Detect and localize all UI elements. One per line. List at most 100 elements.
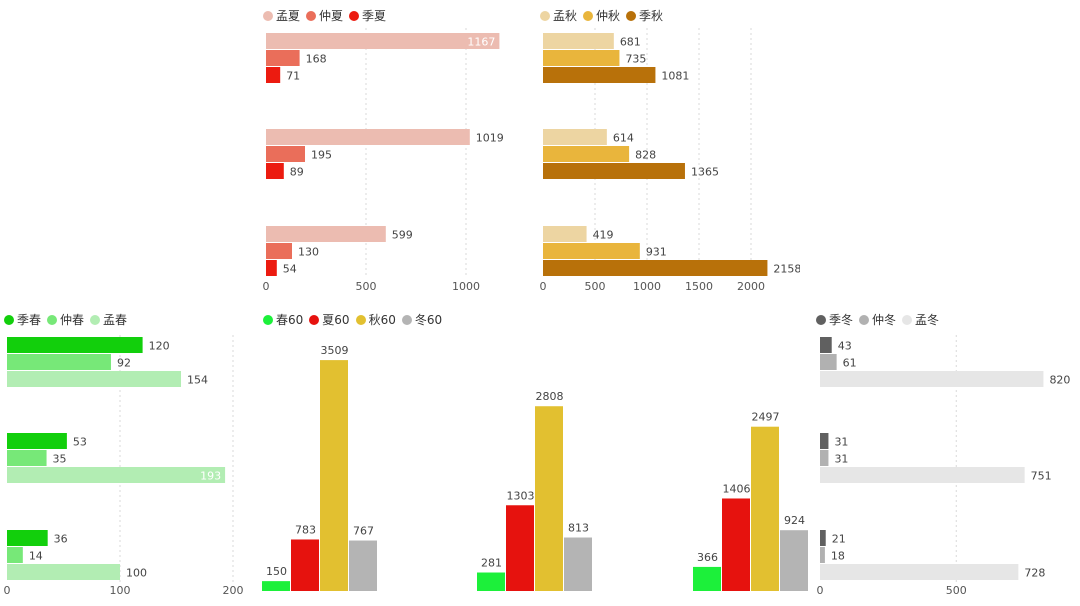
x-tick-label: 500 [585,280,606,293]
bar-autumn-2-1 [543,163,685,179]
data-label: 195 [311,149,332,162]
legend-item-sixty-0[interactable]: 春60 [263,311,303,328]
legend-swatch [47,314,58,325]
legend-item-spring-2[interactable]: 孟春 [90,311,127,328]
legend-item-winter-0[interactable]: 季冬 [816,311,853,328]
x-tick-label: 1000 [452,280,480,293]
data-label: 150 [266,565,287,578]
data-label: 43 [838,340,852,353]
data-label: 599 [392,229,413,242]
data-label: 419 [593,229,614,242]
data-label: 1365 [691,166,719,179]
bar-sixty-1-0 [291,539,319,591]
legend-winter: 季冬 仲冬 孟冬 [816,311,945,328]
data-label: 18 [831,550,845,563]
bar-spring-2-0 [7,371,182,387]
data-label: 614 [613,132,634,145]
legend-swatch [4,314,14,325]
legend-swatch [401,314,412,325]
bar-summer-0-2 [266,226,386,242]
data-label: 53 [73,436,87,449]
legend-swatch [859,314,870,325]
legend-swatch [355,314,366,325]
legend-item-autumn-2[interactable]: 季秋 [626,7,663,24]
legend-label: 冬60 [414,313,443,327]
legend-label: 秋60 [368,313,396,327]
bar-winter-1-2 [820,547,825,563]
bar-sixty-3-0 [349,540,377,591]
legend-label: 孟冬 [915,313,940,327]
data-label: 31 [834,453,848,466]
bar-summer-0-0 [266,33,500,49]
data-label: 366 [697,551,718,564]
x-tick-label: 100 [110,584,131,597]
data-label: 767 [353,525,374,538]
x-tick-label: 1500 [685,280,713,293]
legend-item-summer-2[interactable]: 季夏 [349,7,386,24]
data-label: 281 [481,557,502,570]
legend-item-winter-2[interactable]: 孟冬 [902,311,939,328]
data-label: 751 [1031,470,1052,483]
data-label: 71 [286,70,300,83]
data-label: 35 [53,453,67,466]
data-label: 728 [1024,567,1045,580]
x-tick-label: 500 [356,280,377,293]
legend-swatch [816,314,826,325]
bar-spring-0-0 [7,337,143,353]
legend-label: 仲冬 [872,313,897,327]
legend-item-sixty-3[interactable]: 冬60 [401,311,443,328]
legend-swatch [626,10,637,21]
data-label: 100 [126,567,147,580]
legend-label: 孟春 [103,313,128,327]
data-label: 1081 [661,70,689,83]
bar-winter-2-1 [820,467,1025,483]
x-tick-label: 0 [817,584,824,597]
data-label: 92 [117,357,131,370]
legend-label: 夏60 [322,313,350,327]
legend-label: 孟夏 [276,9,301,23]
legend-item-summer-1[interactable]: 仲夏 [306,7,343,24]
bar-sixty-3-1 [564,537,592,591]
bar-summer-2-0 [266,67,281,83]
legend-swatch [306,10,317,21]
data-label: 154 [187,374,208,387]
bar-autumn-1-0 [543,50,620,66]
legend-item-spring-0[interactable]: 季春 [4,311,41,328]
legend-summer: 孟夏 仲夏 季夏 [263,7,392,24]
legend-swatch [263,10,273,21]
legend-label: 春60 [276,313,304,327]
x-tick-label: 0 [540,280,547,293]
legend-item-autumn-0[interactable]: 孟秋 [540,7,577,24]
data-label: 3509 [321,344,349,357]
bar-spring-1-1 [7,450,47,466]
data-label: 168 [306,53,327,66]
legend-item-summer-0[interactable]: 孟夏 [263,7,300,24]
legend-item-sixty-2[interactable]: 秋60 [355,311,396,328]
bar-autumn-2-2 [543,260,768,276]
bar-sixty-2-0 [320,360,348,591]
legend-item-spring-1[interactable]: 仲春 [47,311,84,328]
bar-sixty-1-1 [506,505,534,591]
chart-sixty: 150 783 3509 767 281 1303 2808 813 366 1406 2497 92… [262,344,808,591]
bar-spring-2-1 [7,467,226,483]
x-tick-label: 500 [946,584,967,597]
legend-label: 孟秋 [553,9,578,23]
legend-swatch [309,314,320,325]
legend-item-winter-1[interactable]: 仲冬 [859,311,896,328]
bar-winter-2-0 [820,371,1044,387]
data-label: 21 [832,533,846,546]
bar-spring-1-2 [7,547,23,563]
bar-spring-0-2 [7,530,48,546]
bar-sixty-0-0 [262,581,290,591]
bar-summer-2-1 [266,163,284,179]
legend-label: 季秋 [639,9,664,23]
legend-item-sixty-1[interactable]: 夏60 [309,311,350,328]
bar-autumn-0-2 [543,226,587,242]
bar-sixty-0-2 [693,566,721,591]
x-tick-label: 1000 [633,280,661,293]
legend-item-autumn-1[interactable]: 仲秋 [583,7,620,24]
bar-winter-1-1 [820,450,829,466]
data-label: 1303 [507,489,535,502]
